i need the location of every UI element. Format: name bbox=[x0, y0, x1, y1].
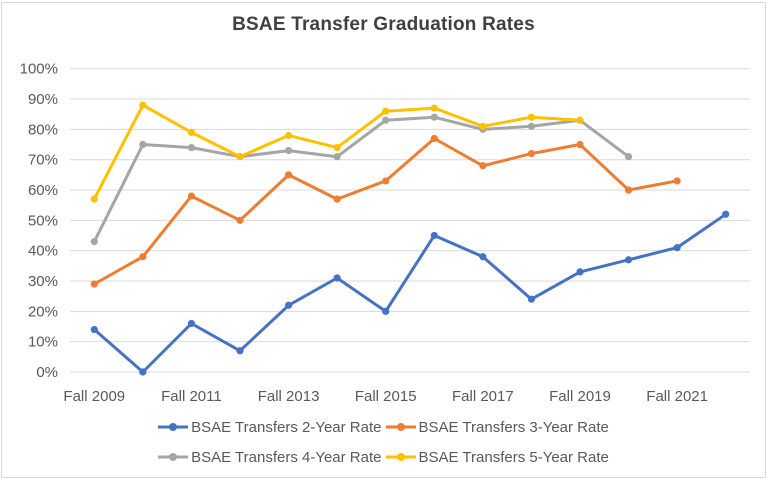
series-marker bbox=[284, 146, 293, 155]
legend-line-marker-icon bbox=[385, 453, 416, 461]
series-marker bbox=[187, 192, 196, 200]
series-marker bbox=[624, 186, 633, 194]
series-line bbox=[92, 137, 679, 286]
series-marker bbox=[624, 153, 633, 161]
x-axis-tick-label: Fall 2017 bbox=[452, 388, 514, 405]
series-marker bbox=[284, 301, 293, 309]
series-marker bbox=[479, 162, 487, 170]
series-marker bbox=[90, 280, 98, 288]
y-axis-tick-label: 20% bbox=[28, 303, 58, 320]
y-axis-tick-label: 10% bbox=[28, 334, 58, 351]
series-marker bbox=[284, 171, 293, 179]
legend-line-marker-icon bbox=[158, 423, 189, 431]
x-axis-tick-label: Fall 2013 bbox=[258, 388, 320, 405]
series-marker bbox=[333, 195, 341, 203]
series-marker bbox=[430, 231, 438, 240]
legend-row-2: BSAE Transfers 4-Year Rate BSAE Transfers… bbox=[2, 442, 765, 472]
series-marker bbox=[139, 101, 147, 109]
y-axis-tick-label: 90% bbox=[28, 91, 58, 108]
series-marker bbox=[576, 116, 584, 124]
x-axis-tick-label: Fall 2009 bbox=[63, 388, 125, 405]
legend-row-1: BSAE Transfers 2-Year Rate BSAE Transfers… bbox=[2, 412, 765, 442]
legend-item: BSAE Transfers 3-Year Rate bbox=[385, 418, 609, 436]
series-marker bbox=[236, 216, 244, 224]
series-marker bbox=[479, 122, 487, 130]
series-marker bbox=[90, 195, 98, 203]
series-marker bbox=[333, 274, 341, 282]
series-marker bbox=[527, 150, 536, 158]
legend-line-marker-icon bbox=[158, 453, 189, 461]
legend-label: BSAE Transfers 2-Year Rate bbox=[191, 418, 382, 436]
series-marker bbox=[333, 143, 341, 152]
series-marker bbox=[236, 347, 244, 355]
series-marker bbox=[430, 134, 438, 143]
y-axis-tick-label: 70% bbox=[28, 152, 58, 169]
chart-legend: BSAE Transfers 2-Year Rate BSAE Transfers… bbox=[2, 412, 765, 472]
series-marker bbox=[382, 116, 390, 124]
series-marker bbox=[187, 319, 196, 328]
legend-item: BSAE Transfers 5-Year Rate bbox=[385, 448, 609, 466]
series-marker bbox=[187, 128, 196, 136]
series-marker bbox=[673, 177, 681, 185]
legend-item: BSAE Transfers 4-Year Rate bbox=[158, 448, 382, 466]
series-marker bbox=[479, 253, 487, 261]
series-marker bbox=[527, 113, 536, 121]
series-line bbox=[92, 115, 631, 244]
series-marker bbox=[139, 368, 147, 376]
x-axis-tick-label: Fall 2019 bbox=[549, 388, 611, 405]
y-axis-tick-label: 0% bbox=[36, 364, 58, 381]
x-axis-tick-label: Fall 2021 bbox=[646, 388, 708, 405]
series-marker bbox=[527, 122, 536, 130]
legend-item: BSAE Transfers 2-Year Rate bbox=[158, 418, 382, 436]
x-axis-tick-label: Fall 2011 bbox=[161, 388, 222, 405]
x-axis-tick-label: Fall 2015 bbox=[355, 388, 417, 405]
series-marker bbox=[187, 143, 196, 152]
y-axis-tick-label: 30% bbox=[28, 273, 58, 290]
series-marker bbox=[236, 153, 244, 161]
series-marker bbox=[333, 153, 341, 161]
series-marker bbox=[382, 177, 390, 185]
series-marker bbox=[430, 113, 438, 121]
y-axis-tick-label: 80% bbox=[28, 121, 58, 138]
y-axis-tick-label: 100% bbox=[20, 61, 58, 78]
line-chart-plot-area: 0% 10% 20% 30% 40% 50% 60% 70% 80% 90% 100% Fall 20… bbox=[20, 61, 750, 405]
y-axis-tick-label: 50% bbox=[28, 212, 58, 229]
y-axis-tick-label: 60% bbox=[28, 182, 58, 199]
series-line bbox=[92, 212, 728, 374]
series-marker bbox=[673, 244, 681, 252]
series-marker bbox=[576, 140, 584, 149]
series-marker bbox=[139, 140, 147, 149]
y-axis-tick-label: 40% bbox=[28, 243, 58, 260]
series-marker bbox=[90, 237, 98, 246]
series-marker bbox=[527, 295, 536, 303]
series-marker bbox=[722, 210, 730, 218]
chart-title: BSAE Transfer Graduation Rates bbox=[232, 14, 535, 35]
series-line bbox=[92, 103, 582, 201]
series-marker bbox=[576, 268, 584, 276]
series-marker bbox=[430, 104, 438, 112]
legend-line-marker-icon bbox=[385, 423, 416, 431]
series-marker bbox=[139, 253, 147, 261]
legend-label: BSAE Transfers 4-Year Rate bbox=[191, 448, 382, 466]
series-marker bbox=[382, 307, 390, 315]
series-marker bbox=[382, 107, 390, 115]
series-marker bbox=[90, 325, 98, 334]
legend-label: BSAE Transfers 5-Year Rate bbox=[418, 448, 609, 466]
series-marker bbox=[624, 256, 633, 264]
series-marker bbox=[284, 131, 293, 140]
legend-label: BSAE Transfers 3-Year Rate bbox=[418, 418, 609, 436]
